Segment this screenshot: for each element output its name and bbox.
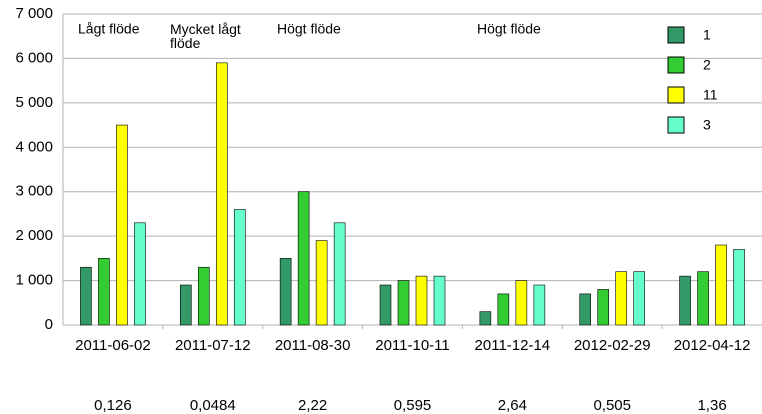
legend-swatch	[667, 86, 685, 104]
bar	[479, 311, 492, 326]
legend-swatch	[667, 56, 685, 74]
y-tick-label: 0	[45, 316, 53, 333]
x-sublabel: 2,22	[298, 397, 327, 414]
annotation-line: flöde	[170, 35, 201, 51]
y-tick-label: 3 000	[15, 183, 53, 200]
y-tick-label: 1 000	[15, 272, 53, 289]
legend-swatch	[667, 26, 685, 44]
bar	[134, 222, 146, 326]
bar	[515, 280, 528, 326]
y-tick-label: 4 000	[15, 138, 53, 155]
bar	[279, 258, 292, 326]
x-sublabel: 0,505	[593, 397, 631, 414]
bar	[415, 275, 428, 326]
y-tick-label: 6 000	[15, 49, 53, 66]
legend-label: 2	[703, 57, 711, 73]
bar	[433, 275, 446, 326]
legend-label: 3	[703, 117, 711, 133]
bar	[697, 271, 709, 326]
x-tick-label: 2011-07-12	[175, 337, 251, 354]
bar	[333, 222, 346, 326]
y-tick-label: 2 000	[15, 227, 53, 244]
bar	[315, 240, 328, 326]
bar	[497, 293, 510, 326]
x-tick-label: 2012-04-12	[674, 337, 751, 354]
annotation: Högt flöde	[477, 21, 541, 37]
bar	[197, 266, 210, 326]
annotation-line: Mycket lågt	[170, 21, 241, 37]
x-tick-label: 2011-08-30	[275, 337, 351, 354]
x-tick-label: 2012-02-29	[574, 337, 651, 354]
bar	[397, 280, 410, 326]
bar	[633, 271, 646, 326]
x-sublabel: 0,595	[394, 397, 432, 414]
bar	[80, 266, 92, 326]
annotation: Högt flöde	[277, 21, 341, 37]
legend-swatch	[667, 116, 685, 134]
x-tick-label: 2011-12-14	[475, 337, 551, 354]
y-tick-label: 7 000	[15, 5, 53, 22]
bar	[615, 271, 628, 326]
bar	[733, 249, 745, 326]
x-sublabel: 1,36	[697, 397, 726, 414]
annotation: Lågt flöde	[78, 21, 140, 37]
bar	[98, 258, 110, 326]
bar	[116, 124, 128, 326]
x-sublabel: 0,0484	[190, 397, 236, 414]
bar	[179, 284, 192, 326]
bar	[597, 289, 610, 326]
bar	[233, 209, 246, 326]
bar	[215, 62, 228, 326]
bar	[579, 293, 592, 326]
bar	[679, 275, 691, 326]
x-tick-label: 2011-06-02	[75, 337, 151, 354]
y-tick-label: 5 000	[15, 94, 53, 111]
annotation: Mycket lågt flöde	[170, 21, 241, 51]
bar	[715, 244, 727, 326]
bar	[297, 191, 310, 326]
x-sublabel: 2,64	[498, 397, 527, 414]
legend-label: 11	[703, 87, 718, 103]
legend-label: 1	[703, 27, 711, 43]
x-sublabel: 0,126	[94, 397, 132, 414]
bar	[379, 284, 392, 326]
x-tick-label: 2011-10-11	[375, 337, 450, 354]
bar	[533, 284, 546, 326]
